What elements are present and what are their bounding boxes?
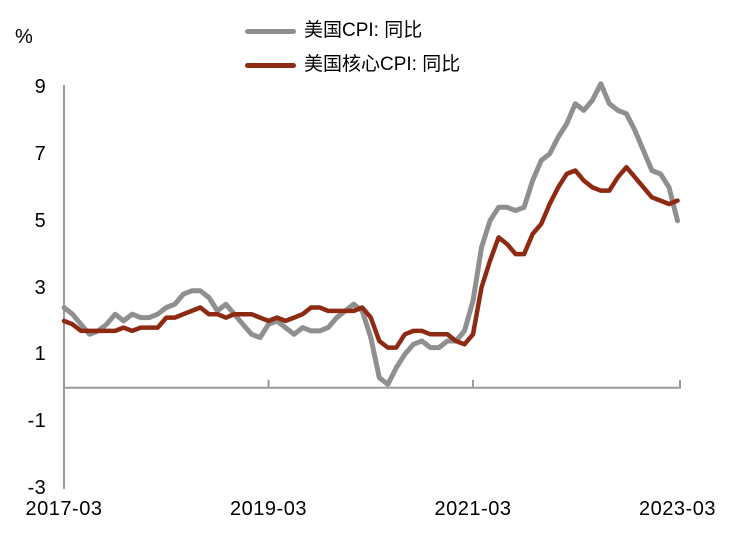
- y-tick-label: 7: [34, 142, 46, 165]
- x-tick-label: 2023-03: [639, 498, 716, 520]
- y-tick-label: 5: [34, 209, 46, 232]
- legend: 美国CPI: 同比 美国核心CPI: 同比: [245, 19, 460, 87]
- legend-swatch-core-cpi-icon: [245, 62, 296, 68]
- legend-label-core-cpi: 美国核心CPI: 同比: [304, 54, 461, 75]
- y-axis-unit-label: %: [15, 26, 33, 48]
- series-line-1: [61, 164, 680, 350]
- y-tick-label: -3: [27, 477, 46, 499]
- legend-swatch-cpi-icon: [245, 28, 296, 34]
- y-tick-label: -1: [27, 410, 46, 433]
- legend-item-core-cpi: 美国核心CPI: 同比: [245, 53, 460, 77]
- legend-label-cpi: 美国CPI: 同比: [304, 20, 423, 41]
- x-tick-label: 2021-03: [434, 498, 512, 520]
- x-tick-label: 2019-03: [230, 498, 307, 520]
- legend-item-cpi: 美国CPI: 同比: [245, 19, 460, 43]
- y-tick-label: 1: [34, 343, 46, 366]
- y-tick-label: 3: [34, 276, 46, 299]
- y-tick-label: 9: [34, 76, 46, 98]
- series-line-0: [61, 81, 680, 387]
- x-tick-label: 2017-03: [25, 498, 103, 520]
